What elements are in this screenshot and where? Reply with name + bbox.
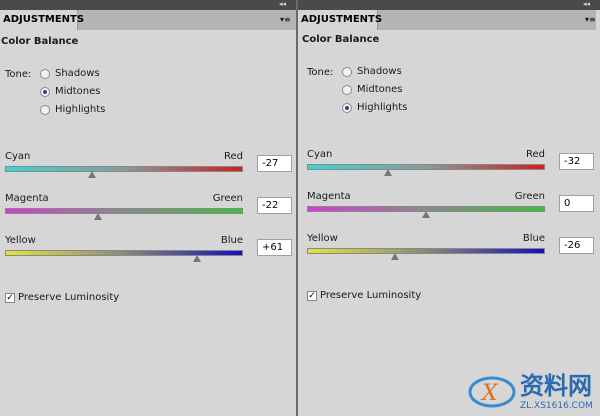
collapse-icon[interactable]: ◂◂ <box>279 0 287 8</box>
slider-thumb[interactable] <box>192 255 201 262</box>
value-field[interactable]: 0 <box>559 195 594 212</box>
slider-thumb[interactable] <box>93 213 102 220</box>
slider-thumb[interactable] <box>422 211 430 218</box>
slider-left-label: Yellow <box>307 233 338 244</box>
value-field[interactable]: -32 <box>559 153 594 170</box>
panel-header-bar <box>0 0 296 10</box>
watermark-url: ZL.XS1616.COM <box>520 401 593 411</box>
preserve-label[interactable]: Preserve Luminosity <box>320 290 422 301</box>
svg-text:X: X <box>480 381 499 406</box>
slider-right-label: Red <box>224 151 243 162</box>
slider-thumb[interactable] <box>391 253 400 260</box>
menu-icon[interactable]: ▾≡ <box>585 15 596 24</box>
slider-left-label: Cyan <box>307 149 333 160</box>
tone-option[interactable]: Midtones <box>357 84 403 95</box>
preserve-label[interactable]: Preserve Luminosity <box>18 292 120 303</box>
tone-radio[interactable] <box>40 105 50 115</box>
slider-track[interactable] <box>5 166 243 172</box>
tone-option[interactable]: Midtones <box>55 86 101 97</box>
panel-tab[interactable]: ADJUSTMENTS <box>0 10 84 30</box>
tone-radio[interactable] <box>342 85 352 95</box>
slider-thumb[interactable] <box>383 169 392 176</box>
slider-left-label: Yellow <box>5 235 36 246</box>
preserve-checkbox[interactable]: ✓ <box>5 293 15 303</box>
value-field[interactable]: -27 <box>257 155 292 172</box>
slider-right-label: Blue <box>220 235 243 246</box>
panel-title: Color Balance <box>302 34 380 45</box>
menu-icon[interactable]: ▾≡ <box>280 15 291 24</box>
divider <box>296 0 298 416</box>
slider-right-label: Blue <box>522 233 545 244</box>
value-field[interactable]: -22 <box>257 197 292 214</box>
tone-label: Tone: <box>5 69 32 80</box>
slider-track[interactable] <box>307 164 545 170</box>
tone-option[interactable]: Highlights <box>55 104 106 115</box>
watermark-name: 资料网 <box>520 372 592 400</box>
value-field[interactable]: -26 <box>559 237 594 254</box>
slider-left-label: Magenta <box>5 193 49 204</box>
tone-radio[interactable] <box>40 69 50 79</box>
slider-track[interactable] <box>5 208 243 214</box>
slider-right-label: Green <box>212 193 243 204</box>
tone-radio[interactable] <box>40 87 50 97</box>
panel-tab[interactable]: ADJUSTMENTS <box>298 10 382 30</box>
tone-option[interactable]: Highlights <box>357 102 408 113</box>
preserve-checkbox[interactable]: ✓ <box>307 291 317 301</box>
tone-label: Tone: <box>307 67 334 78</box>
slider-track[interactable] <box>5 250 243 256</box>
slider-track[interactable] <box>307 248 545 254</box>
value-field[interactable]: +61 <box>257 239 292 256</box>
panel-header-bar <box>298 0 600 10</box>
collapse-icon[interactable]: ◂◂ <box>583 0 591 8</box>
slider-left-label: Cyan <box>5 151 31 162</box>
tone-radio[interactable] <box>342 67 352 77</box>
slider-thumb[interactable] <box>87 171 96 178</box>
tone-radio[interactable] <box>342 103 352 113</box>
tone-option[interactable]: Shadows <box>55 68 100 79</box>
panel-title: Color Balance <box>1 36 79 47</box>
slider-left-label: Magenta <box>307 191 351 202</box>
watermark-logo: X <box>468 376 516 408</box>
slider-right-label: Green <box>514 191 545 202</box>
tone-option[interactable]: Shadows <box>357 66 402 77</box>
slider-right-label: Red <box>526 149 545 160</box>
